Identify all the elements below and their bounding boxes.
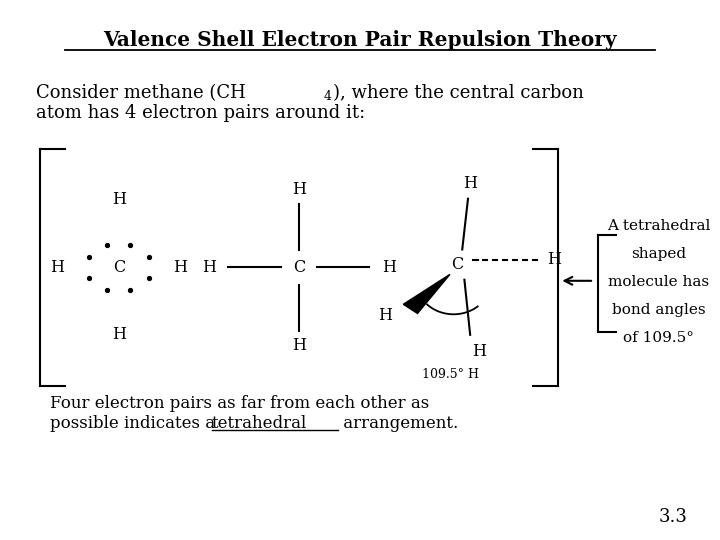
Text: H: H bbox=[202, 259, 216, 276]
Text: H: H bbox=[50, 259, 65, 276]
Text: 4: 4 bbox=[323, 90, 331, 103]
Text: 3.3: 3.3 bbox=[659, 509, 688, 526]
Text: C: C bbox=[292, 259, 305, 276]
Text: H: H bbox=[547, 251, 561, 268]
Text: H: H bbox=[472, 342, 486, 360]
Text: shaped: shaped bbox=[631, 247, 686, 261]
Text: H: H bbox=[112, 191, 126, 208]
Text: bond angles: bond angles bbox=[612, 303, 706, 317]
Text: Valence Shell Electron Pair Repulsion Theory: Valence Shell Electron Pair Repulsion Th… bbox=[103, 30, 617, 50]
Text: H: H bbox=[292, 180, 306, 198]
Text: Four electron pairs as far from each other as: Four electron pairs as far from each oth… bbox=[50, 395, 430, 412]
Text: 109.5° H: 109.5° H bbox=[421, 368, 479, 381]
Text: C: C bbox=[451, 256, 464, 273]
Text: Consider methane (CH: Consider methane (CH bbox=[36, 84, 246, 102]
Text: tetrahedral: tetrahedral bbox=[212, 415, 307, 431]
Text: atom has 4 electron pairs around it:: atom has 4 electron pairs around it: bbox=[36, 104, 365, 122]
Text: H: H bbox=[173, 259, 187, 276]
Text: H: H bbox=[382, 259, 396, 276]
Text: H: H bbox=[463, 175, 477, 192]
Text: H: H bbox=[379, 307, 392, 325]
Text: of 109.5°: of 109.5° bbox=[624, 331, 694, 345]
Text: ), where the central carbon: ), where the central carbon bbox=[333, 84, 583, 102]
Polygon shape bbox=[403, 274, 450, 313]
Text: arrangement.: arrangement. bbox=[338, 415, 458, 431]
Text: possible indicates a: possible indicates a bbox=[50, 415, 221, 431]
Text: A tetrahedral: A tetrahedral bbox=[607, 219, 711, 233]
Text: H: H bbox=[112, 326, 126, 343]
Text: molecule has: molecule has bbox=[608, 275, 709, 289]
Text: C: C bbox=[112, 259, 125, 276]
Text: H: H bbox=[292, 337, 306, 354]
